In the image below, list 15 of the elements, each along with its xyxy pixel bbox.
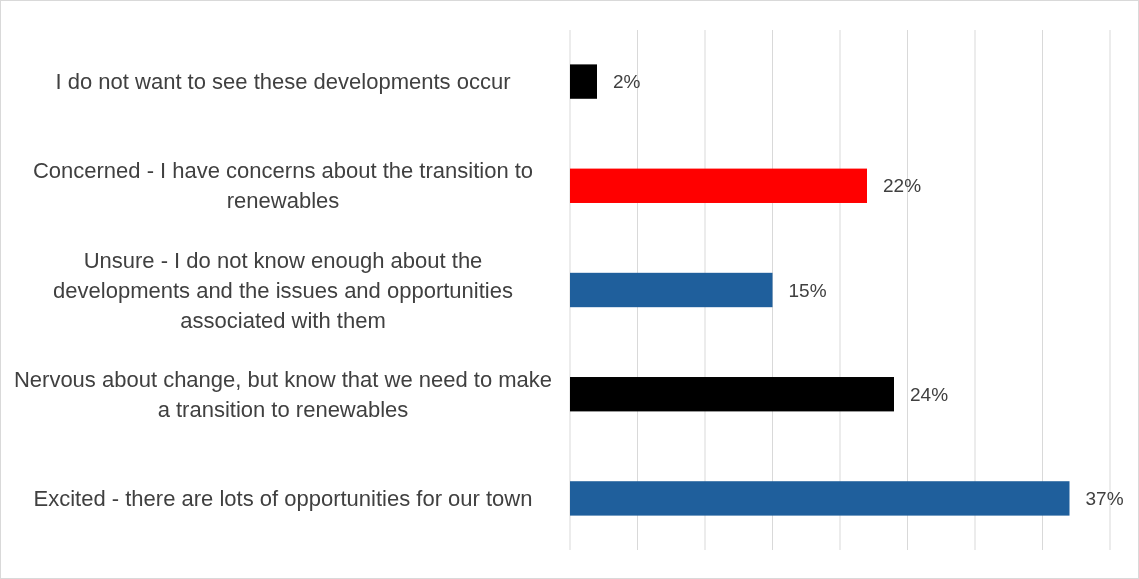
data-label: 37% bbox=[1085, 487, 1124, 509]
y-tick-label: Unsure - I do not know enough about the developments and the issues and opportunities associated with them bbox=[53, 247, 513, 333]
bar bbox=[570, 64, 597, 99]
y-tick-label: Concerned - I have concerns about the transition to renewables bbox=[32, 158, 534, 214]
bar bbox=[570, 481, 1070, 516]
data-label: 15% bbox=[788, 279, 827, 301]
bar bbox=[570, 377, 894, 412]
bar bbox=[570, 168, 867, 203]
data-label: 24% bbox=[910, 383, 949, 405]
y-tick-label: I do not want to see these developments occur bbox=[55, 69, 511, 95]
bar bbox=[570, 272, 773, 308]
y-tick-label: Excited - there are lots of opportunities for our town bbox=[33, 485, 533, 511]
data-label: 2% bbox=[613, 71, 641, 93]
data-label: 22% bbox=[883, 175, 922, 197]
y-tick-label: Nervous about change, but know that we need to make a transition to renewables bbox=[13, 366, 553, 422]
